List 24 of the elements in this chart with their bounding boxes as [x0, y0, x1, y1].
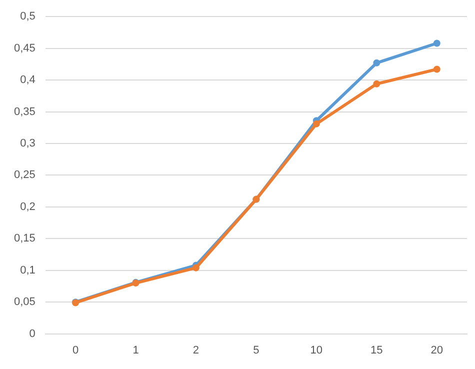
point	[373, 80, 380, 88]
y-tick-label: 0,05	[14, 296, 36, 308]
y-tick-label: 0,3	[20, 138, 36, 150]
x-tick-label: 1	[132, 344, 139, 356]
y-tick-label: 0,15	[14, 232, 36, 245]
y-tick-label: 0,25	[14, 169, 36, 182]
point	[312, 120, 320, 128]
point	[192, 264, 200, 272]
x-tick-label: 2	[192, 344, 200, 356]
y-tick-label: 0,2	[20, 200, 36, 213]
x-tick-label: 10	[310, 344, 323, 356]
point	[433, 40, 440, 47]
y-tick-label: 0	[29, 328, 36, 340]
y-tick-label: 0,5	[20, 10, 36, 23]
x-tick-label: 0	[72, 344, 79, 356]
y-tick-label: 0,35	[14, 106, 36, 118]
y-tick-label: 0,4	[20, 74, 36, 86]
x-tick-label: 20	[430, 344, 444, 356]
x-tick-label: 5	[253, 344, 260, 356]
point	[373, 59, 380, 66]
point	[433, 66, 440, 73]
y-tick-label: 0,45	[14, 42, 36, 54]
x-tick-label: 15	[370, 344, 383, 356]
y-tick-label: 0,1	[20, 264, 36, 276]
